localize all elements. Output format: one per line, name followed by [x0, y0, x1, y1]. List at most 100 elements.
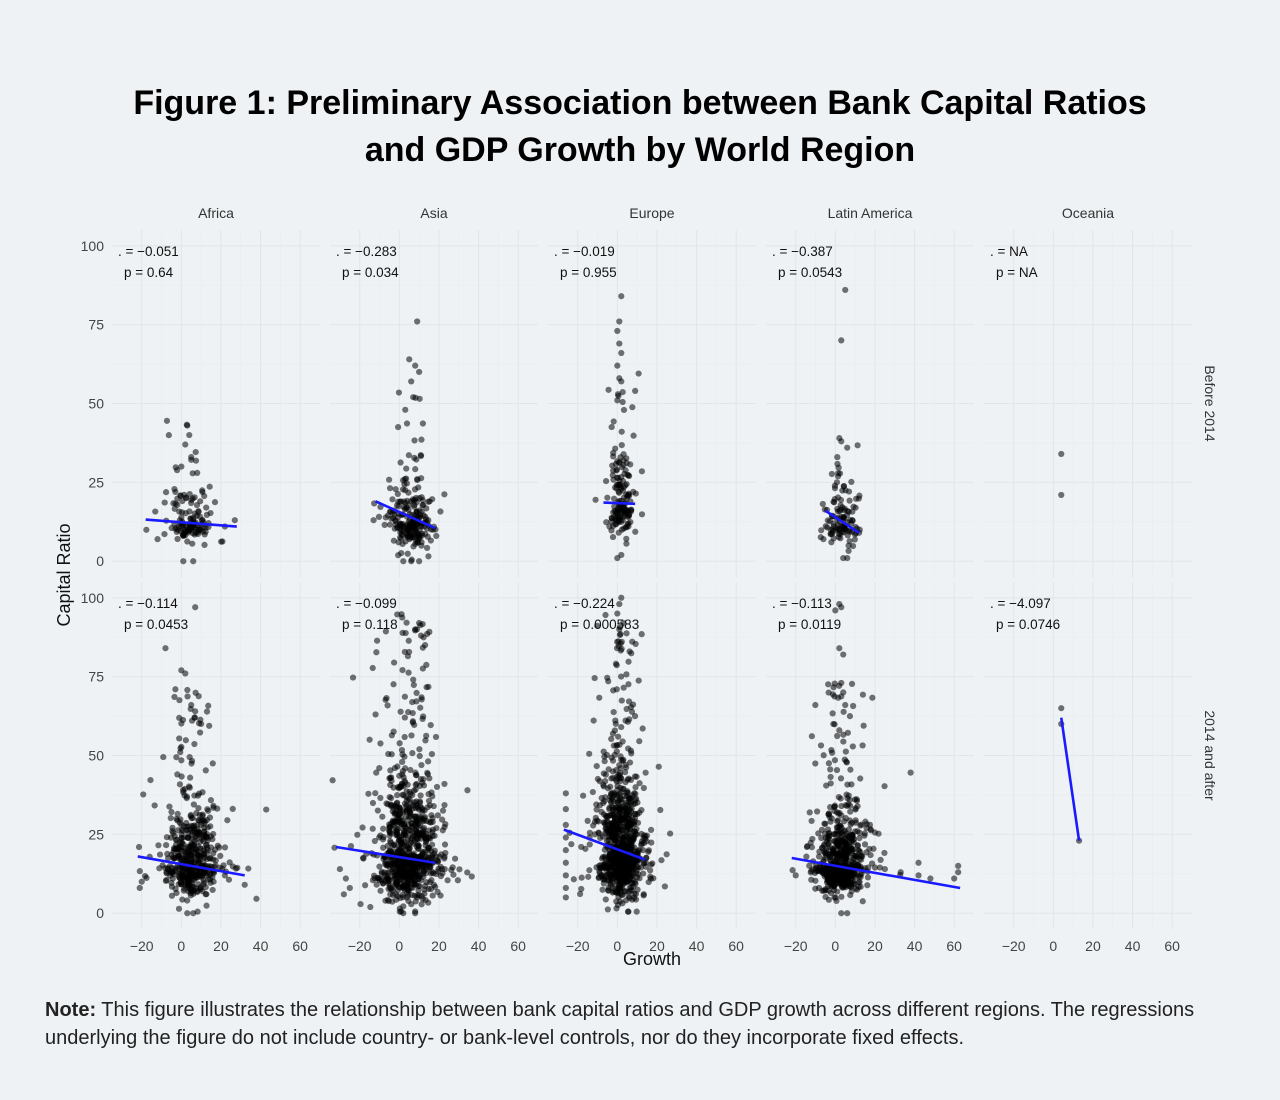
data-point: [852, 806, 859, 813]
data-point: [827, 766, 834, 773]
data-point: [617, 878, 625, 885]
data-point: [640, 784, 647, 792]
facet-panel: . = −4.097 p = 0.0746: [984, 582, 1192, 929]
data-point: [640, 870, 647, 877]
data-point: [413, 832, 420, 839]
data-point: [618, 723, 625, 731]
data-point: [877, 856, 884, 863]
data-point: [625, 843, 632, 851]
data-point: [846, 713, 854, 720]
data-point: [390, 822, 397, 829]
data-point: [212, 846, 219, 853]
y-tick-label: 75: [88, 317, 104, 333]
data-point: [186, 431, 193, 439]
data-point: [586, 829, 593, 836]
data-point: [176, 735, 183, 742]
data-point: [371, 837, 378, 845]
data-point: [612, 720, 619, 727]
x-tick-label: 0: [395, 938, 403, 954]
data-point: [431, 847, 438, 854]
data-point: [647, 867, 654, 874]
data-point: [382, 628, 390, 635]
data-point: [640, 860, 647, 867]
data-point: [162, 489, 170, 496]
data-point: [857, 853, 864, 860]
data-point: [636, 780, 643, 787]
data-point: [625, 775, 632, 782]
data-point: [174, 810, 181, 818]
x-tick-label: 60: [292, 938, 308, 954]
data-point: [628, 708, 636, 715]
data-point: [820, 752, 827, 759]
data-point: [366, 736, 373, 743]
data-point: [836, 645, 843, 652]
data-point: [241, 881, 248, 888]
data-point: [609, 879, 616, 886]
data-point: [614, 799, 622, 806]
data-point: [614, 397, 621, 404]
data-point: [622, 888, 629, 895]
data-point: [404, 526, 411, 533]
data-point: [456, 866, 463, 873]
data-point: [190, 910, 197, 917]
data-point: [835, 830, 842, 837]
data-point: [604, 674, 611, 681]
data-point: [209, 886, 216, 894]
data-point: [620, 684, 627, 691]
data-point: [818, 527, 825, 534]
data-point: [618, 378, 625, 385]
data-point: [417, 704, 424, 711]
x-tick-label: 40: [471, 938, 487, 954]
data-point: [812, 760, 819, 767]
data-point: [444, 877, 451, 884]
data-point: [168, 883, 176, 890]
data-point: [876, 864, 884, 871]
facet-panel: . = −0.114 p = 0.0453: [112, 582, 320, 929]
data-point: [384, 862, 391, 869]
data-point: [639, 725, 646, 732]
data-point: [434, 858, 441, 865]
data-point: [393, 875, 400, 882]
data-point: [370, 517, 377, 524]
data-point: [611, 818, 618, 826]
data-point: [399, 667, 406, 674]
data-point: [413, 798, 420, 805]
data-point: [416, 882, 423, 890]
data-point: [191, 494, 198, 501]
data-point: [407, 766, 414, 774]
data-point: [416, 619, 423, 627]
data-point: [837, 502, 844, 509]
stat-coefficient: . = −0.387: [772, 244, 833, 259]
data-point: [187, 889, 194, 897]
data-point: [416, 746, 423, 753]
data-point: [189, 470, 196, 477]
data-point: [224, 817, 231, 824]
data-point: [197, 845, 204, 852]
x-tick-label: 60: [728, 938, 744, 954]
data-point: [848, 845, 856, 852]
data-point: [403, 475, 410, 482]
data-point: [824, 517, 831, 524]
data-point: [229, 805, 236, 812]
data-point: [825, 829, 833, 837]
y-tick-label: 50: [88, 748, 104, 764]
data-point: [373, 769, 380, 776]
data-point: [623, 793, 631, 800]
data-point: [369, 799, 377, 807]
data-point: [174, 535, 181, 543]
data-point: [192, 604, 199, 611]
data-point: [578, 874, 585, 881]
data-point: [828, 539, 835, 546]
data-point: [840, 708, 847, 715]
data-point: [394, 611, 401, 618]
data-point: [586, 841, 593, 848]
data-point: [169, 824, 176, 831]
data-point: [423, 505, 430, 512]
data-point: [414, 476, 421, 484]
data-point: [423, 544, 431, 552]
regression-line: [791, 856, 961, 890]
data-point: [386, 881, 394, 888]
stat-p-value: p = 0.118: [342, 617, 398, 632]
data-point: [620, 619, 627, 627]
data-point: [399, 848, 406, 855]
